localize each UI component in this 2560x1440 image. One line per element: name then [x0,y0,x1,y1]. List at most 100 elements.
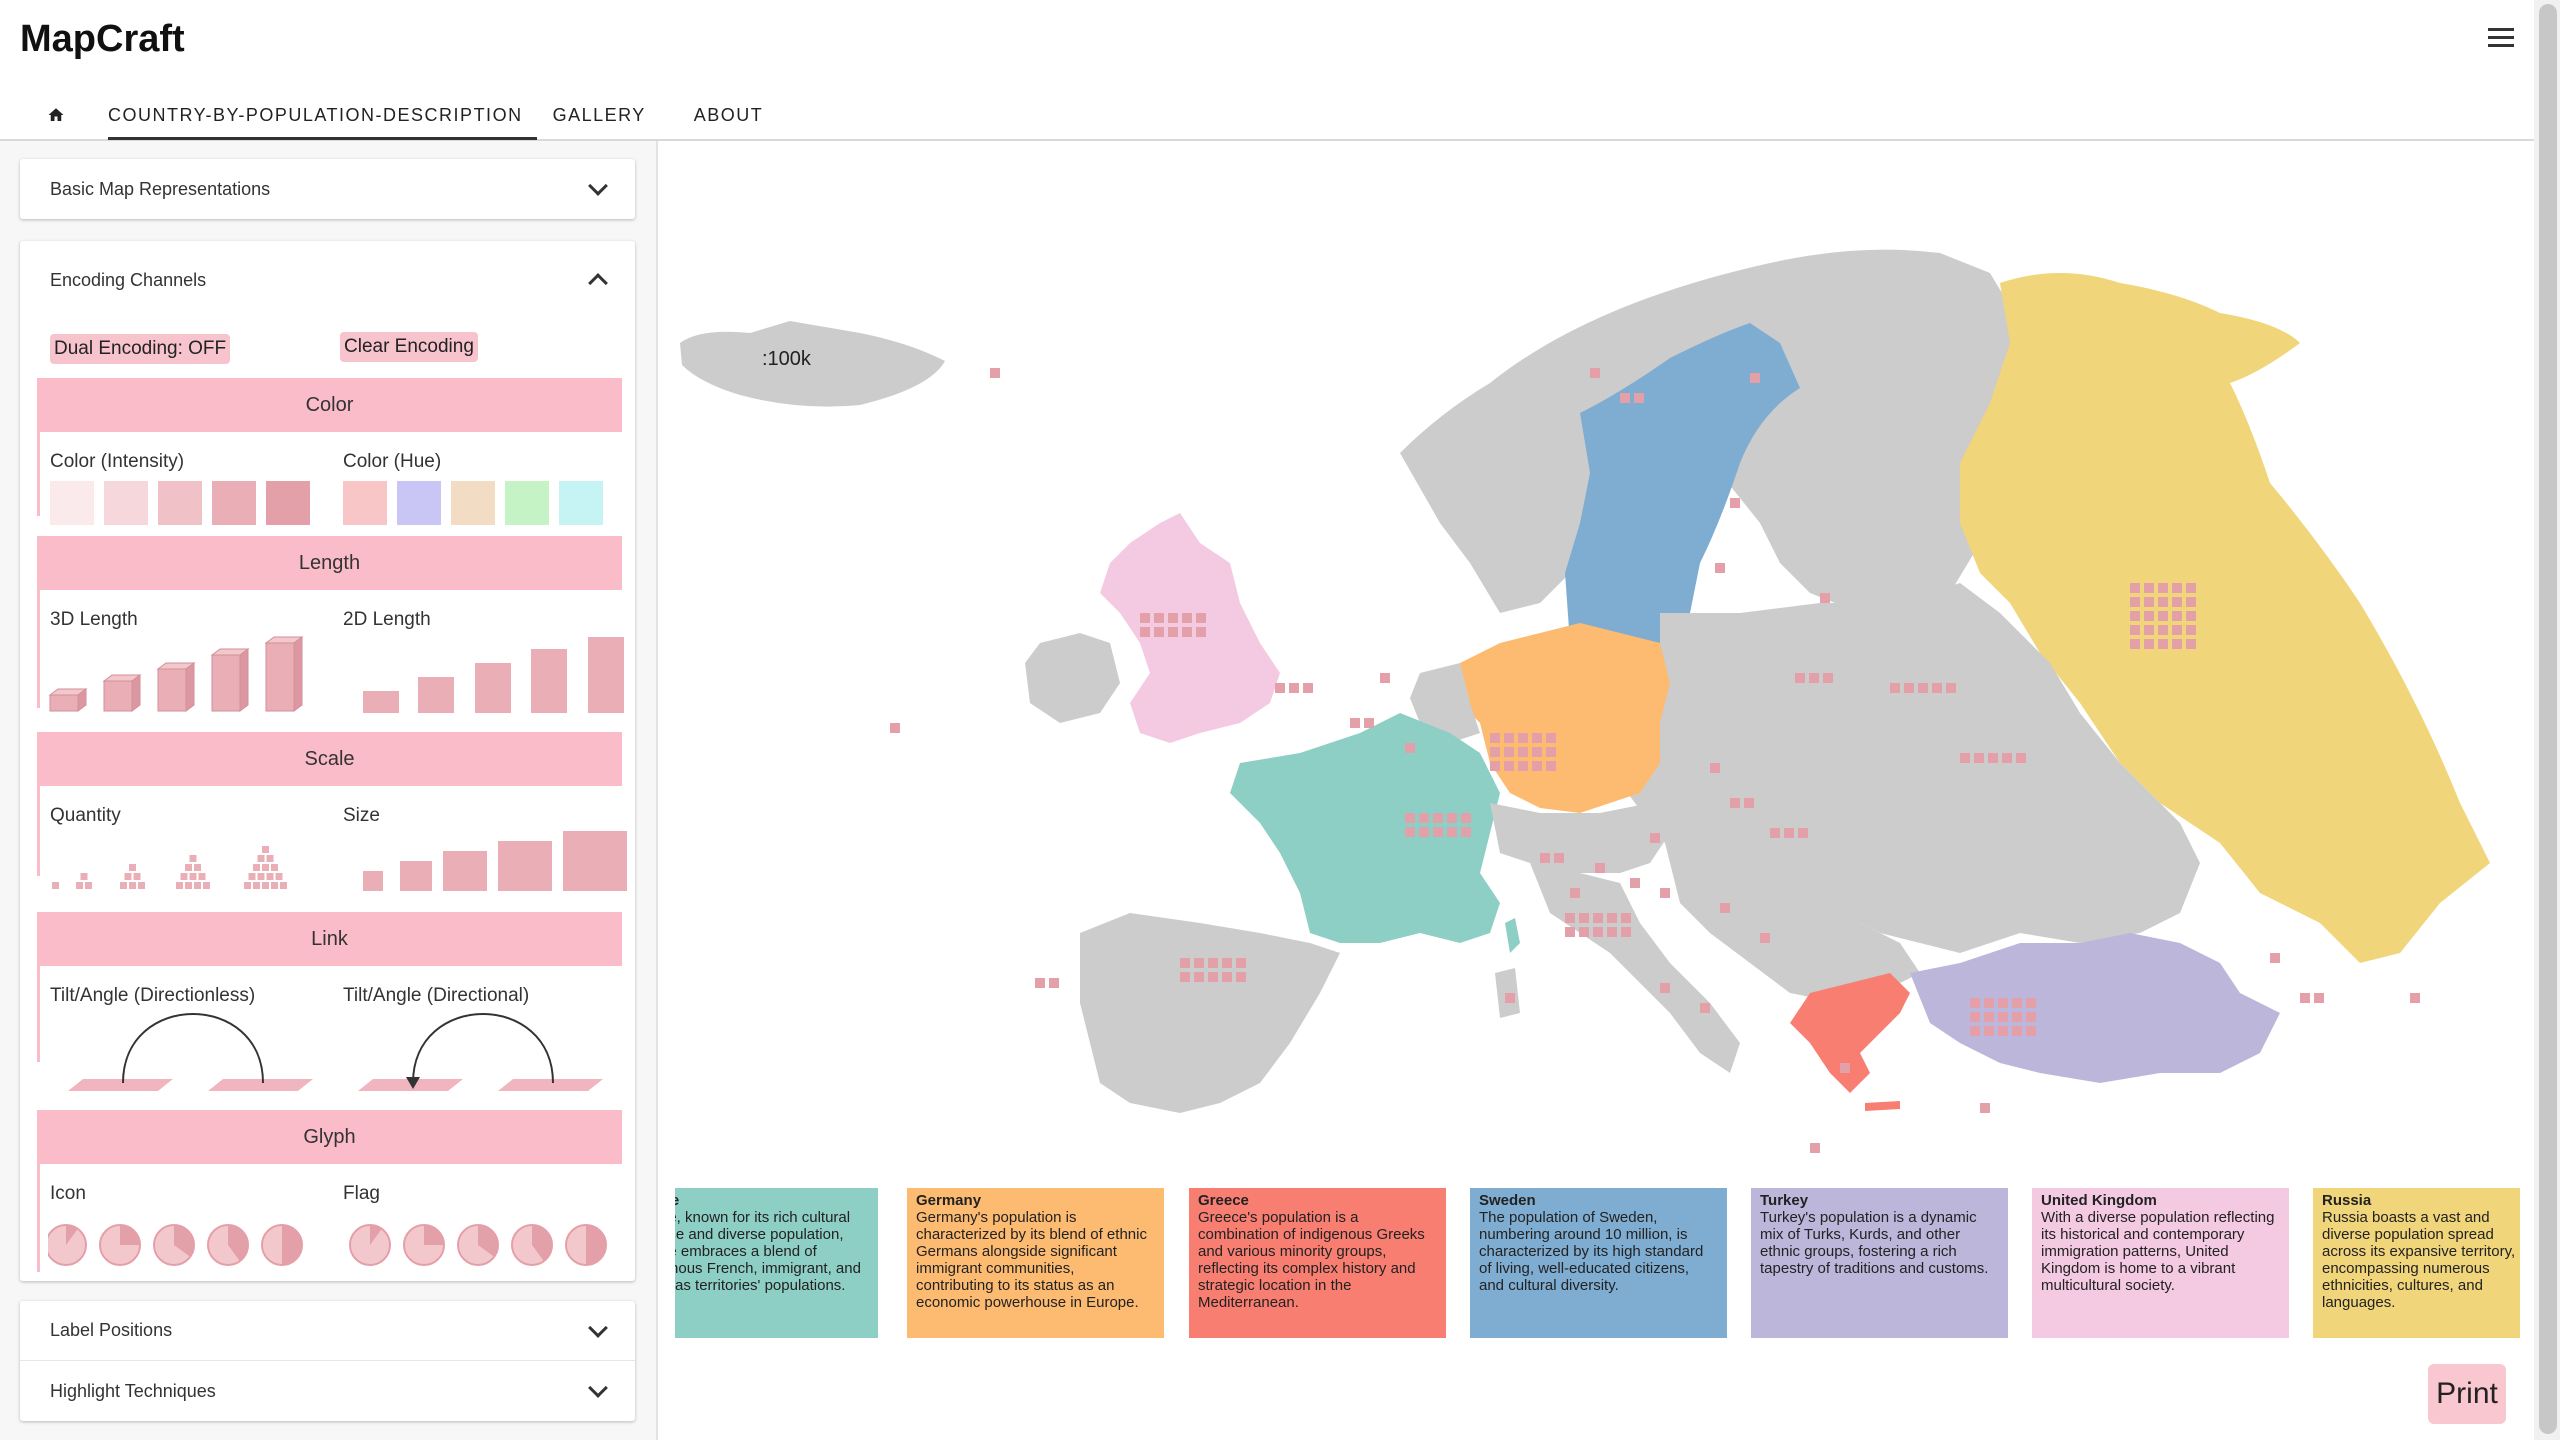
map-glyph-square [1890,683,1900,693]
map-glyph-square [2158,597,2168,607]
label-positions-panel[interactable]: Label Positions [20,1301,635,1361]
card-turkey[interactable]: Turkey Turkey's population is a dynamic … [1751,1188,2008,1338]
map-glyph-square [1236,972,1246,982]
map-glyph-square [2130,583,2140,593]
map-glyph-square [1820,593,1830,603]
map-glyph-square [1784,828,1794,838]
map-glyph-square [1607,927,1617,937]
chevron-down-icon[interactable] [588,1317,608,1338]
scale-encoding-options[interactable] [48,829,628,899]
tab-gallery[interactable]: GALLERY [552,104,646,125]
greece-crete [1865,1101,1900,1111]
map-glyph-square [1720,903,1730,913]
intensity-swatch[interactable] [266,481,310,525]
clear-encoding-button[interactable]: Clear Encoding [340,332,478,362]
print-button[interactable]: Print [2428,1364,2506,1424]
map-glyph-square [1194,972,1204,982]
map-glyph-square [1154,613,1164,623]
hue-swatch[interactable] [343,481,387,525]
highlight-techniques-panel[interactable]: Highlight Techniques [20,1361,635,1421]
map-glyph-square [1823,673,1833,683]
quantity-glyph [185,882,192,889]
map-glyph-square [1998,1026,2008,1036]
quantity-glyph [266,855,274,862]
glyph-encoding-options[interactable] [48,1207,628,1267]
tilt-directional-label: Tilt/Angle (Directional) [343,985,530,1006]
map-glyph-square [1970,998,1980,1008]
map-glyph-square [1540,853,1550,863]
map-glyph-square [1630,878,1640,888]
hue-swatch[interactable] [451,481,495,525]
chevron-up-icon[interactable] [588,273,608,293]
label-positions-label: Label Positions [50,1320,173,1340]
length-encoding-options[interactable] [48,633,628,723]
quantity-glyph [271,864,278,871]
tab-country-by-population[interactable]: COUNTRY-BY-POPULATION-DESCRIPTION [94,90,537,140]
chevron-down-icon[interactable] [588,176,608,196]
card-france[interactable]: France France, known for its rich cultur… [675,1188,878,1338]
map-glyph-square [2026,998,2036,1008]
hamburger-menu-icon[interactable] [2488,28,2514,48]
map-glyph-square [2144,583,2154,593]
dual-encoding-button[interactable]: Dual Encoding: OFF [50,334,231,364]
basic-map-panel[interactable]: Basic Map Representations [20,159,635,219]
quantity-glyph [253,864,260,871]
quantity-glyph [262,882,269,889]
europe-map[interactable] [660,143,2534,1183]
map-glyph-square [2026,1012,2036,1022]
map-glyph-square [1405,813,1415,823]
section-divider [37,590,40,708]
glyph-pie-slice [120,1225,140,1245]
tab-about[interactable]: ABOUT [693,104,764,125]
tilt-directionless-label: Tilt/Angle (Directionless) [50,985,256,1006]
map-glyph-square [1620,393,1630,403]
sidebar: Basic Map Representations Encoding Chann… [0,141,658,1440]
hue-swatch[interactable] [397,481,441,525]
card-text: Russia boasts a vast and diverse populat… [2322,1209,2516,1311]
intensity-swatch[interactable] [50,481,94,525]
hue-swatch[interactable] [559,481,603,525]
quantity-glyph [133,873,141,880]
map-glyph-square [2410,993,2420,1003]
island-corsica [1505,918,1520,953]
nav-tabs: COUNTRY-BY-POPULATION-DESCRIPTION GALLER… [40,90,777,140]
card-title: United Kingdom [2041,1192,2157,1209]
basic-map-label: Basic Map Representations [50,178,271,199]
hue-swatch[interactable] [505,481,549,525]
quantity-glyph [280,882,287,889]
card-greece[interactable]: Greece Greece's population is a combinat… [1189,1188,1446,1338]
map-glyph-square [1998,998,2008,1008]
scrollbar-thumb[interactable] [2539,4,2557,1434]
scrollbar[interactable] [2534,0,2560,1440]
country-greece [1790,973,1910,1093]
card-sweden[interactable]: Sweden The population of Sweden, numberi… [1470,1188,1727,1338]
map-glyph-square [1168,613,1178,623]
intensity-swatch[interactable] [158,481,202,525]
length-section-header: Length [37,536,622,590]
quantity-glyph [120,882,127,889]
card-united-kingdom[interactable]: United Kingdom With a diverse population… [2032,1188,2289,1338]
map-glyph-square [1700,1003,1710,1013]
map-glyph-square [2002,753,2012,763]
intensity-swatch[interactable] [212,481,256,525]
chevron-down-icon[interactable] [588,1378,608,1398]
map-glyph-square [2016,753,2026,763]
intensity-swatch[interactable] [104,481,148,525]
map-glyph-square [1970,1012,1980,1022]
tab-home[interactable] [40,90,72,140]
card-russia[interactable]: Russia Russia boasts a vast and diverse … [2313,1188,2520,1338]
card-title: Russia [2322,1192,2372,1209]
card-text: The population of Sweden, numbering arou… [1479,1209,1704,1294]
map-glyph-square [2158,625,2168,635]
map-glyph-square [1579,927,1589,937]
country-turkey [1910,933,2280,1083]
size-label: Size [343,805,380,826]
map-glyph-square [2158,583,2168,593]
map-glyph-square [1222,958,1232,968]
map-glyph-square [1504,747,1514,757]
map-glyph-square [1590,368,1600,378]
card-germany[interactable]: Germany Germany's population is characte… [907,1188,1164,1338]
color-section-header: Color [37,378,622,432]
link-encoding-options[interactable] [48,1011,628,1101]
quantity-glyph [189,855,197,862]
